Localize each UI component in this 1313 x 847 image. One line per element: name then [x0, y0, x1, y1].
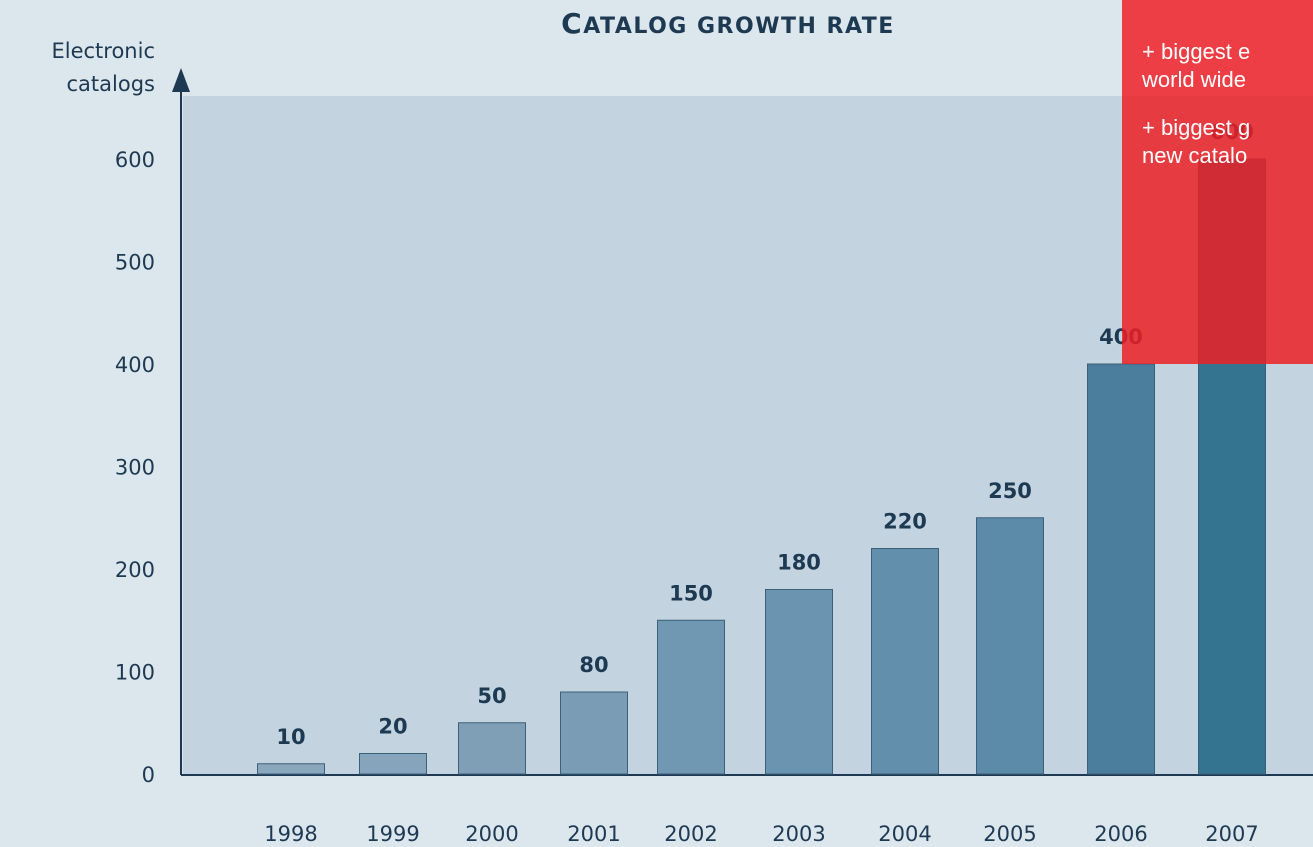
- x-tick-label-1999: 1999: [366, 822, 419, 846]
- x-tick-label-1998: 1998: [264, 822, 317, 846]
- bar-2001: [560, 691, 628, 775]
- y-tick-label: 200: [115, 558, 155, 582]
- bar-2003: [765, 589, 833, 775]
- x-tick-labels: 1998 1999 2000 2001 2002 2003 2004 2005 2006 2007: [264, 822, 1258, 846]
- bar-2000: [458, 722, 526, 775]
- x-tick-label-2002: 2002: [664, 822, 717, 846]
- data-label-2002: 150: [669, 581, 713, 605]
- y-axis-arrow-icon: [172, 68, 190, 92]
- data-label-1998: 10: [276, 725, 305, 749]
- callout-line-1: + biggest e world wide: [1142, 39, 1251, 92]
- data-label-2000: 50: [477, 684, 506, 708]
- x-tick-label-2004: 2004: [878, 822, 931, 846]
- y-tick-label: 600: [115, 148, 155, 172]
- x-tick-label-2007: 2007: [1205, 822, 1258, 846]
- x-tick-label-2006: 2006: [1094, 822, 1147, 846]
- x-tick-label-2001: 2001: [567, 822, 620, 846]
- bar-2004: [871, 548, 939, 775]
- data-label-2004: 220: [883, 510, 927, 534]
- y-tick-label: 100: [115, 661, 155, 685]
- bar-2002: [657, 619, 725, 775]
- y-tick-label: 300: [115, 456, 155, 480]
- callout-box: + biggest e world wide + biggest g new c…: [1122, 0, 1313, 364]
- y-axis-title-line2: catalogs: [67, 72, 155, 96]
- data-label-2005: 250: [988, 479, 1032, 503]
- bar-2006: [1087, 363, 1155, 775]
- y-tick-label: 500: [115, 251, 155, 275]
- x-tick-label-2003: 2003: [772, 822, 825, 846]
- y-tick-label: 0: [142, 763, 155, 787]
- x-tick-label-2005: 2005: [983, 822, 1036, 846]
- data-label-2001: 80: [579, 653, 608, 677]
- bar-1998: [257, 763, 325, 775]
- data-label-1999: 20: [378, 715, 407, 739]
- y-tick-label: 400: [115, 353, 155, 377]
- x-tick-label-2000: 2000: [465, 822, 518, 846]
- data-label-2003: 180: [777, 551, 821, 575]
- callout-line-2: + biggest g new catalo: [1142, 115, 1251, 168]
- bar-1999: [359, 753, 427, 775]
- bar-2005: [976, 517, 1044, 775]
- y-tick-labels: 0 100 200 300 400 500 600: [115, 148, 155, 787]
- chart-title: CATALOG GROWTH RATE: [561, 7, 895, 40]
- y-axis-title-line1: Electronic: [51, 39, 155, 63]
